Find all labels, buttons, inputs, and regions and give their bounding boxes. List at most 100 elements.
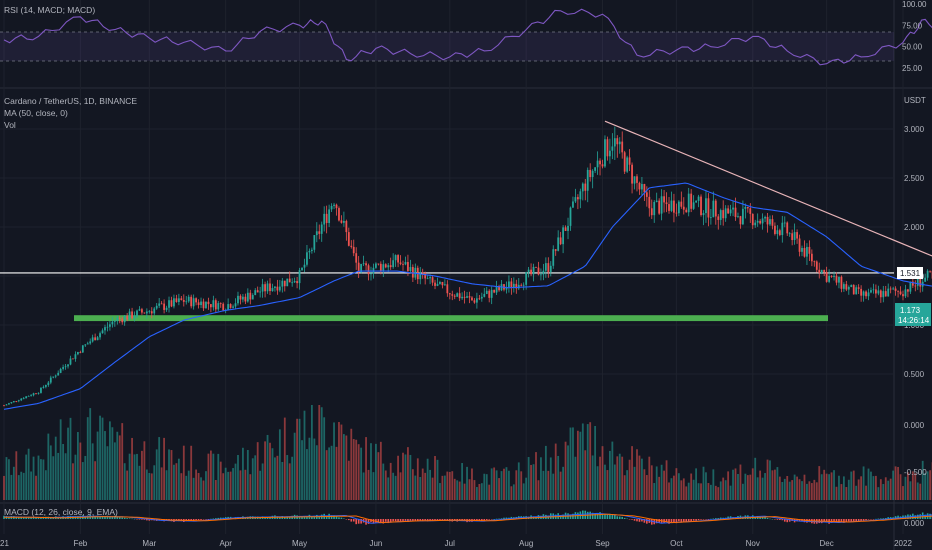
volume-bar xyxy=(517,462,520,500)
volume-bar xyxy=(631,446,633,500)
volume-bar xyxy=(12,466,15,500)
volume-bar xyxy=(682,478,685,500)
volume-bar xyxy=(808,481,811,500)
macd-hist-bar xyxy=(192,519,195,521)
macd-hist-bar xyxy=(116,516,119,519)
macd-hist-bar xyxy=(217,517,220,519)
candle-body xyxy=(475,298,478,303)
volume-bar xyxy=(345,435,348,500)
ma-legend[interactable]: MA (50, close, 0) xyxy=(4,108,68,118)
volume-bar xyxy=(581,423,584,500)
candle-body xyxy=(668,204,670,211)
macd-hist-bar xyxy=(865,519,867,521)
macd-tick-label: 0.000 xyxy=(904,421,925,430)
support-zone[interactable] xyxy=(74,315,828,322)
volume-bar xyxy=(830,472,833,500)
macd-hist-bar xyxy=(330,515,333,519)
volume-bar xyxy=(554,443,557,500)
volume-bar xyxy=(872,476,875,500)
descending-trendline[interactable] xyxy=(604,120,932,321)
volume-bar xyxy=(133,454,136,500)
macd-hist-bar xyxy=(333,515,335,519)
price-pane[interactable]: Cardano / TetherUS, 1D, BINANCE MA (50, … xyxy=(0,96,932,410)
candle-body xyxy=(74,354,77,359)
volume-bar xyxy=(40,459,42,500)
macd-hist-bar xyxy=(301,516,303,519)
candle-body xyxy=(530,269,532,275)
candle-body xyxy=(865,291,867,297)
macd-hist-bar xyxy=(133,518,136,520)
volume-bar xyxy=(153,465,156,500)
macd-hist-bar xyxy=(384,519,387,522)
macd-hist-bar xyxy=(848,519,850,522)
candle-body xyxy=(641,184,643,190)
candle-body xyxy=(205,301,207,309)
volume-bar xyxy=(475,487,478,500)
volume-bar xyxy=(700,483,702,500)
rsi-pane[interactable]: RSI (14, MACD; MACD) xyxy=(0,5,932,66)
candle-body xyxy=(286,278,289,287)
macd-pane[interactable]: MACD (12, 26, close, 9, EMA) xyxy=(3,507,932,525)
macd-hist-bar xyxy=(771,519,774,520)
candle-body xyxy=(559,237,562,245)
volume-bar xyxy=(759,470,762,500)
volume-bar xyxy=(106,446,109,500)
volume-bar xyxy=(786,475,789,500)
volume-bar xyxy=(512,484,515,500)
macd-hist-bar xyxy=(850,519,853,522)
volume-bar xyxy=(15,451,18,500)
candle-body xyxy=(461,296,464,299)
volume-bar xyxy=(599,456,601,500)
volume-bar xyxy=(338,422,340,500)
volume-bar xyxy=(362,472,365,500)
volume-bar xyxy=(781,482,784,500)
candle-body xyxy=(345,220,348,233)
candle-body xyxy=(30,395,32,397)
candle-body xyxy=(12,401,15,403)
candle-body xyxy=(424,272,427,279)
candle-body xyxy=(261,284,264,292)
candle-body xyxy=(399,262,402,264)
candle-body xyxy=(495,286,498,293)
macd-hist-bar xyxy=(352,519,355,522)
candle-body xyxy=(673,200,675,213)
candle-body xyxy=(746,206,749,209)
macd-hist-bar xyxy=(37,517,40,519)
candle-body xyxy=(756,220,759,223)
rsi-tick-label: 50.00 xyxy=(902,43,923,52)
rsi-legend[interactable]: RSI (14, MACD; MACD) xyxy=(4,5,95,15)
volume-bar xyxy=(865,485,867,500)
macd-hist-bar xyxy=(877,518,880,520)
volume-bar xyxy=(217,453,220,500)
macd-hist-bar xyxy=(392,519,394,522)
macd-hist-bar xyxy=(8,516,10,519)
candle-body xyxy=(148,311,151,313)
volume-bar xyxy=(397,455,399,500)
candle-body xyxy=(803,247,806,257)
volume-bar xyxy=(589,422,592,500)
macd-hist-bar xyxy=(91,516,94,519)
volume-bar xyxy=(173,464,175,500)
candle-body xyxy=(411,267,414,278)
volume-bar xyxy=(234,463,237,500)
volume-bar xyxy=(5,457,8,500)
candle-body xyxy=(37,392,40,394)
volume-bar xyxy=(298,418,301,500)
candle-body xyxy=(121,318,124,323)
volume-bar xyxy=(776,467,779,500)
time-tick-label: Jul xyxy=(445,539,455,548)
volume-bar xyxy=(421,468,424,500)
candle-body xyxy=(436,283,439,286)
vol-legend[interactable]: Vol xyxy=(4,120,16,130)
symbol-legend[interactable]: Cardano / TetherUS, 1D, BINANCE xyxy=(4,96,137,106)
volume-bar xyxy=(586,424,589,500)
candle-body xyxy=(323,213,326,225)
candle-body xyxy=(860,288,863,296)
candle-body xyxy=(648,196,651,209)
macd-legend[interactable]: MACD (12, 26, close, 9, EMA) xyxy=(4,507,118,517)
candle-body xyxy=(522,284,525,286)
volume-bar xyxy=(308,437,311,500)
volume-bar xyxy=(350,428,353,500)
volume-bar xyxy=(72,463,74,500)
candle-body xyxy=(64,366,67,368)
